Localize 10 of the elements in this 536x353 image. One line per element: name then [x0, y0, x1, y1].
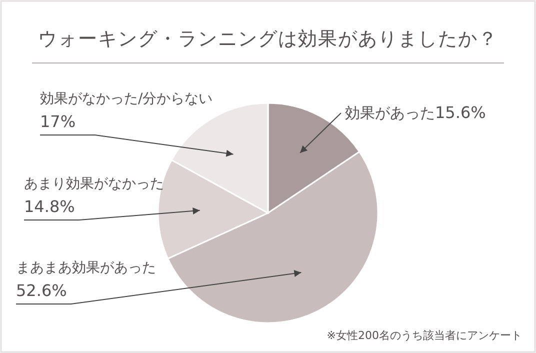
- data-label: 17%: [40, 112, 76, 131]
- text: ※女性200名のうち該当者にアンケート: [326, 329, 522, 342]
- slice-label: あまり効果がなかった: [24, 176, 164, 192]
- slice-label: 効果があった: [345, 104, 435, 122]
- slice-label: まあまあ効果があった: [16, 260, 156, 276]
- slice-label: 効果がなかった/分からない: [40, 91, 213, 107]
- data-label: 14.8%: [24, 197, 75, 216]
- data-label: 52.6%: [16, 281, 67, 300]
- chart-title: ウォーキング・ランニングは効果がありましたか？: [38, 28, 498, 50]
- data-label: 15.6%: [435, 103, 486, 122]
